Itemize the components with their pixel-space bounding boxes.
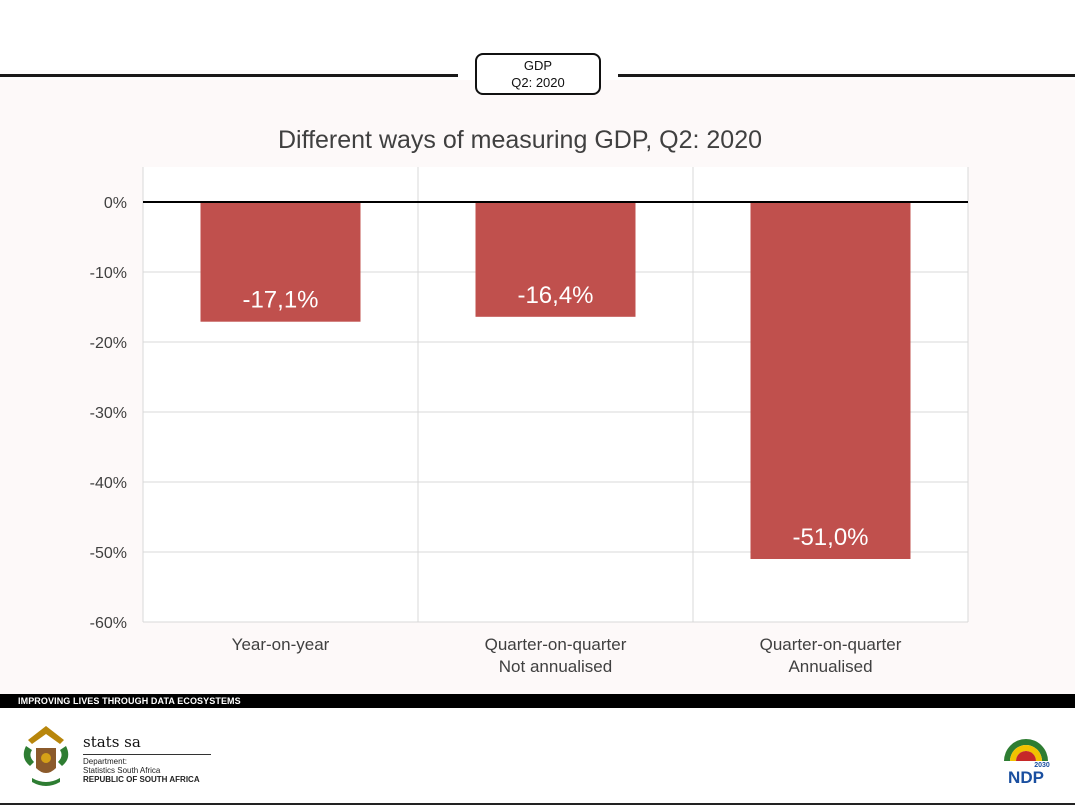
y-tick-label: -20% <box>90 335 127 352</box>
data-label: -17,1% <box>242 287 318 314</box>
dept-line-2: Statistics South Africa <box>83 766 161 775</box>
x-tick-label: Quarter-on-quarter <box>760 635 902 654</box>
y-tick-label: -30% <box>90 405 127 422</box>
badge-line-2: Q2: 2020 <box>511 75 565 90</box>
bottom-rule <box>0 803 1075 805</box>
ndp-year: 2030 <box>1034 762 1050 769</box>
bar <box>475 202 636 317</box>
bar-chart: 0% -10% -20% -30% -40% -50% -60% -17,1% Year-on-… <box>90 167 969 676</box>
y-tick-label: 0% <box>104 195 127 212</box>
header-rule-right <box>618 74 1075 77</box>
org-divider <box>83 754 211 755</box>
dept-line-3: REPUBLIC OF SOUTH AFRICA <box>83 775 200 784</box>
data-label: -16,4% <box>517 282 593 309</box>
y-tick-label: -50% <box>90 545 127 562</box>
chart-title: Different ways of measuring GDP, Q2: 202… <box>277 126 763 154</box>
data-label: -51,0% <box>792 524 868 551</box>
y-tick-label: -10% <box>90 265 127 282</box>
footer-tagline: IMPROVING LIVES THROUGH DATA ECOSYSTEMS <box>18 696 241 706</box>
x-tick-label: Year-on-year <box>232 635 330 654</box>
x-tick-label: Annualised <box>788 657 872 676</box>
coat-of-arms-icon <box>23 726 69 786</box>
dept-line-3-text: REPUBLIC OF SOUTH AFRICA <box>83 775 200 784</box>
y-tick-label: -60% <box>90 615 127 632</box>
bar <box>200 202 361 322</box>
footer-bar <box>0 694 1075 708</box>
badge-line-1: GDP <box>523 58 553 73</box>
dept-line-1: Department: <box>83 757 128 766</box>
bar <box>750 202 911 559</box>
x-tick-label: Not annualised <box>499 657 612 676</box>
ndp-text: NDP <box>1008 768 1044 787</box>
header-rule-left <box>0 74 458 77</box>
gdp-badge: GDP Q2: 2020 <box>475 53 601 95</box>
ndp-logo-icon: NDP 2030 <box>1004 739 1050 787</box>
department-block: Department: Statistics South Africa REPU… <box>83 757 200 784</box>
y-tick-label: -40% <box>90 475 127 492</box>
x-tick-label: Quarter-on-quarter <box>485 635 627 654</box>
org-name: stats sa <box>83 733 141 751</box>
